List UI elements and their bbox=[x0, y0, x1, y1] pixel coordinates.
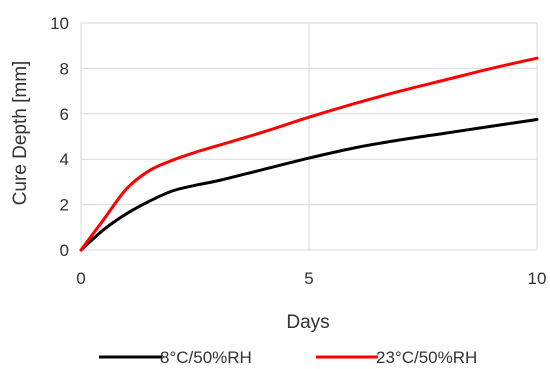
x-tick-label: 5 bbox=[304, 269, 313, 288]
y-tick-label: 0 bbox=[60, 241, 69, 260]
x-axis-title: Days bbox=[286, 312, 329, 333]
y-tick-label: 6 bbox=[60, 105, 69, 124]
legend-label-2: 23°C/50%RH bbox=[376, 348, 477, 367]
legend-label-1: 8°C/50%RH bbox=[160, 348, 252, 367]
axes bbox=[80, 23, 537, 251]
series-lines bbox=[79, 56, 539, 252]
y-tick-label: 2 bbox=[60, 196, 69, 215]
y-tick-label: 10 bbox=[50, 14, 69, 33]
y-tick-label: 8 bbox=[60, 59, 69, 78]
grid bbox=[81, 22, 538, 250]
tick-labels: 0 2 4 6 8 10 0 5 10 bbox=[50, 14, 546, 288]
y-axis-title: Cure Depth [mm] bbox=[10, 61, 31, 206]
y-tick-label: 4 bbox=[60, 150, 69, 169]
series-line-1 bbox=[79, 117, 539, 252]
x-tick-label: 0 bbox=[76, 269, 85, 288]
x-tick-label: 10 bbox=[528, 269, 547, 288]
legend: 8°C/50%RH 23°C/50%RH bbox=[99, 348, 477, 367]
series-line-2 bbox=[79, 56, 539, 252]
